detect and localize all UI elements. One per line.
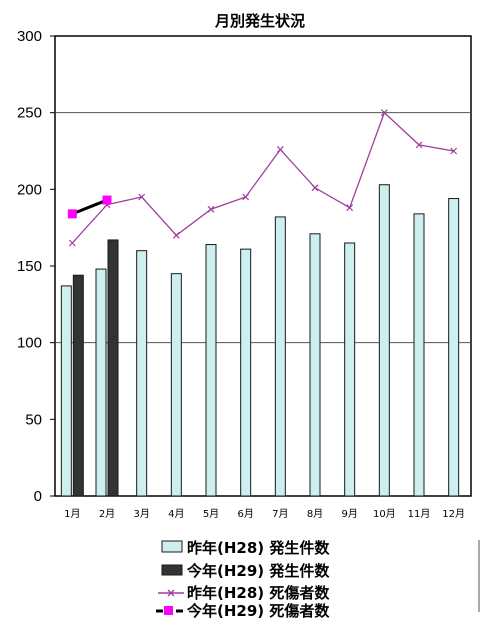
x-tick-label-1: 1月 <box>64 508 80 520</box>
bar-h28-3 <box>136 250 148 497</box>
line-h29-casualties <box>71 198 108 216</box>
bar-h29-2 <box>107 239 119 497</box>
bar-h28-7 <box>274 216 286 497</box>
x-tick-label-5: 5月 <box>203 508 219 520</box>
bars <box>60 184 460 497</box>
marker-h29-casualties-1 <box>67 209 77 219</box>
x-tick-label-12: 12月 <box>442 508 465 520</box>
legend-label-h29-casualties: 今年(H29) 死傷者数 <box>186 602 330 618</box>
x-tick-label-8: 8月 <box>307 508 323 520</box>
bar-h28-1 <box>60 285 72 497</box>
marker-h28-casualties-11 <box>415 141 423 149</box>
y-tick-label-150: 150 <box>17 258 42 275</box>
legend-label-h29-count: 今年(H29) 発生件数 <box>186 562 330 580</box>
x-tick-label-3: 3月 <box>133 508 149 520</box>
x-tick-label-10: 10月 <box>373 508 396 520</box>
marker-h28-casualties-8 <box>311 184 319 192</box>
legend-label-h28-casualties: 昨年(H28) 死傷者数 <box>187 584 330 602</box>
x-tick-label-7: 7月 <box>272 508 288 520</box>
marker-h28-casualties-9 <box>346 204 354 212</box>
x-tick-label-9: 9月 <box>341 508 357 520</box>
marker-h28-casualties-10 <box>380 109 388 117</box>
y-axis-ticks: 0 50 100 150 200 250 300 <box>17 28 55 505</box>
legend-swatch-h28-count <box>161 540 183 553</box>
y-tick-label-50: 50 <box>25 411 42 428</box>
legend-marker-h29-casualties <box>164 606 173 615</box>
legend-label-h28-count: 昨年(H28) 発生件数 <box>187 539 330 557</box>
bar-h28-10 <box>378 184 390 497</box>
bar-h28-9 <box>344 242 356 497</box>
bar-h29-1 <box>72 274 84 497</box>
lines <box>67 109 458 247</box>
legend-marker-h28-casualties <box>167 589 175 597</box>
bar-h28-8 <box>309 233 321 497</box>
marker-h29-casualties-2 <box>102 195 112 205</box>
bar-h28-2 <box>95 268 107 497</box>
bar-h28-4 <box>170 273 182 497</box>
y-tick-label-300: 300 <box>17 28 42 45</box>
gridlines <box>55 112 471 344</box>
bar-h28-11 <box>413 213 425 497</box>
x-axis-ticks: 1月 2月 3月 4月 5月 6月 7月 8月 9月 10月 11月 12月 <box>64 508 465 520</box>
marker-h28-casualties-4 <box>172 231 180 239</box>
marker-h28-casualties-12 <box>450 147 458 155</box>
x-tick-label-4: 4月 <box>168 508 184 520</box>
marker-h28-casualties-1 <box>68 239 76 247</box>
y-tick-label-0: 0 <box>34 488 42 505</box>
marker-h28-casualties-6 <box>242 193 250 201</box>
legend-item-h28-count: 昨年(H28) 発生件数 <box>161 539 330 557</box>
marker-h28-casualties-5 <box>207 205 215 213</box>
y-tick-label-250: 250 <box>17 105 42 122</box>
legend-item-h28-casualties: 昨年(H28) 死傷者数 <box>158 584 330 602</box>
y-tick-label-100: 100 <box>17 335 42 352</box>
legend-swatch-h29-count <box>161 564 183 576</box>
x-tick-label-11: 11月 <box>408 508 431 520</box>
bar-h28-6 <box>240 248 252 497</box>
line-h28-casualties <box>71 111 454 244</box>
legend: 昨年(H28) 発生件数 今年(H29) 発生件数 昨年(H28) 死傷者数 今… <box>156 539 330 618</box>
marker-h28-casualties-3 <box>138 193 146 201</box>
bar-h28-5 <box>205 244 217 497</box>
x-tick-label-2: 2月 <box>99 508 115 520</box>
marker-h28-casualties-7 <box>276 146 284 153</box>
legend-item-h29-count: 今年(H29) 発生件数 <box>161 562 330 580</box>
chart-title: 月別発生状況 <box>214 12 305 30</box>
x-tick-label-6: 6月 <box>237 508 253 520</box>
bar-h28-12 <box>448 198 460 497</box>
legend-item-h29-casualties: 今年(H29) 死傷者数 <box>156 602 330 618</box>
y-tick-label-200: 200 <box>17 181 42 198</box>
